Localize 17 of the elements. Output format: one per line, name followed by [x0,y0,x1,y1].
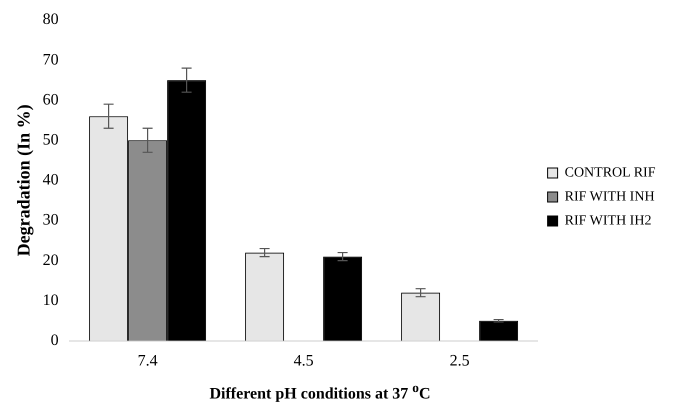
y-tick-label: 0 [50,332,59,350]
y-tick-label: 10 [42,292,59,309]
x-axis-title: Different pH conditions at 37 $^{o}$C [208,379,432,404]
legend-label: RIF WITH IH2 [564,214,652,229]
y-tick-label: 60 [42,91,59,108]
y-tick-label: 70 [42,51,59,68]
legend-label: RIF WITH INH [564,190,655,205]
y-axis-title: Degradation (In %) [13,104,34,256]
legend-label: CONTROL RIF [564,166,656,181]
y-tick-label: 50 [42,132,59,149]
x-tick-label: 2.5 [450,352,470,370]
x-tick-label: 7.4 [138,352,158,370]
x-tick-label: 4.5 [294,352,314,370]
y-tick-label: 30 [42,212,59,229]
y-tick-label: 80 [42,11,59,28]
y-tick-label: 20 [42,252,59,269]
y-tick-label: 40 [42,172,59,189]
